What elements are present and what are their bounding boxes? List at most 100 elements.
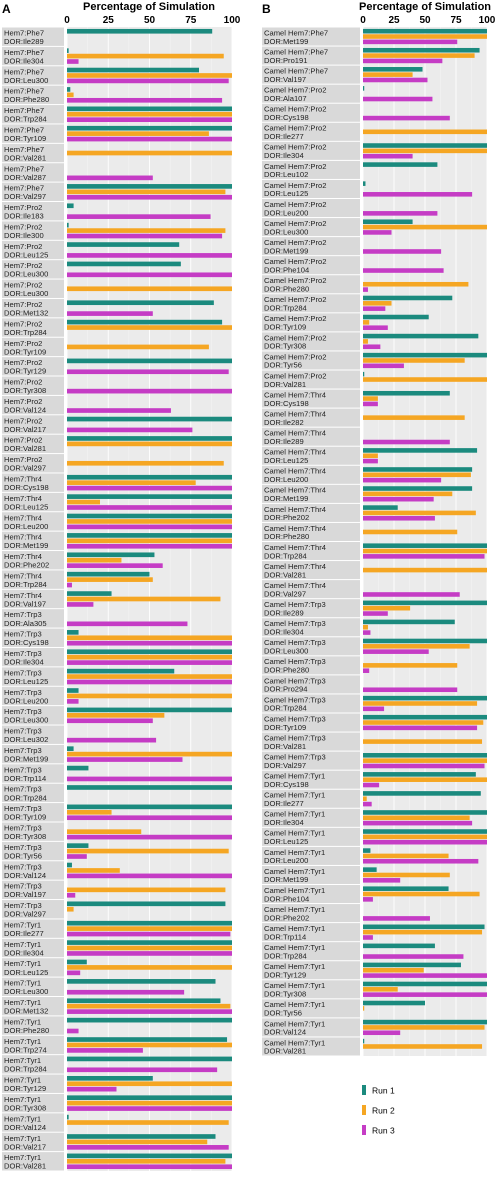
- bar-run-2: [67, 965, 232, 970]
- row-label-receptor: DOR:Tyr56: [264, 1009, 302, 1018]
- bar-run-3: [67, 427, 193, 433]
- row-label-receptor: DOR:Leu300: [4, 289, 48, 298]
- row-label-receptor: DOR:Ile289: [264, 608, 304, 617]
- row-label-strip: [2, 1016, 64, 1035]
- row-label-strip: [262, 885, 360, 904]
- row-label-strip: [2, 318, 64, 337]
- row-label-strip: [2, 279, 64, 298]
- row-label-strip: [2, 764, 64, 783]
- row-label-strip: [2, 473, 64, 492]
- bar-run-3: [67, 776, 232, 782]
- bar-run-1: [363, 333, 479, 339]
- legend-label: Run 3: [372, 1126, 395, 1136]
- row-label-receptor: DOR:Leu300: [4, 76, 48, 85]
- bar-run-1: [363, 753, 487, 758]
- row-label-ligand: Hem7:Pro2: [4, 436, 42, 445]
- row-label-ligand: Camel Hem7:Pro2: [264, 143, 326, 152]
- bar-run-3: [67, 524, 232, 530]
- row-label-receptor: DOR:Ile183: [4, 212, 44, 221]
- bar-run-1: [67, 979, 216, 984]
- bar-run-2: [67, 926, 232, 931]
- row-label-strip: [262, 141, 360, 160]
- row-label-strip: [262, 1018, 360, 1037]
- row-label-receptor: DOR:Leu300: [4, 987, 48, 996]
- row-label-ligand: Hem7:Tyr1: [4, 959, 41, 968]
- bar-run-3: [67, 214, 211, 219]
- row-label-receptor: DOR:Tyr109: [4, 813, 46, 822]
- row-label-strip: [2, 783, 64, 803]
- row-label-receptor: DOR:Val281: [264, 570, 306, 579]
- row-label-strip: [262, 751, 360, 770]
- bar-run-1: [67, 630, 79, 635]
- panel-letter: A: [2, 2, 11, 16]
- bar-run-3: [67, 175, 153, 181]
- row-label-ligand: Camel Hem7:Trp3: [264, 752, 326, 761]
- bar-run-2: [67, 906, 74, 912]
- row-label-strip: [2, 744, 64, 764]
- row-label-receptor: DOR:Trp284: [264, 551, 307, 560]
- bar-run-2: [363, 987, 398, 992]
- row-label-strip: [2, 395, 64, 415]
- row-label-strip: [2, 221, 64, 240]
- bar-run-2: [67, 519, 232, 524]
- bar-run-2: [363, 720, 484, 725]
- row-label-strip: [2, 609, 64, 628]
- bar-run-2: [363, 472, 471, 478]
- row-label-strip: [2, 202, 64, 221]
- panel-letter: B: [262, 2, 271, 16]
- bar-run-2: [363, 739, 483, 744]
- row-label-ligand: Hem7:Tyr1: [4, 979, 41, 988]
- row-label-strip: [2, 85, 64, 105]
- bar-run-3: [363, 249, 442, 254]
- row-label-receptor: DOR:Trp274: [4, 1045, 47, 1054]
- row-label-strip: [2, 531, 64, 551]
- row-label-strip: [262, 999, 360, 1018]
- row-label-strip: [2, 163, 64, 182]
- row-label-ligand: Hem7:Pro2: [4, 358, 42, 367]
- bar-run-1: [363, 295, 453, 301]
- row-label-receptor: DOR:Phe280: [264, 666, 309, 675]
- row-label-ligand: Hem7:Trp3: [4, 610, 42, 619]
- bar-run-1: [67, 746, 74, 752]
- row-label-ligand: Camel Hem7:Thr4: [264, 467, 326, 476]
- row-label-receptor: DOR:Val281: [264, 742, 306, 751]
- row-label-strip: [262, 237, 360, 256]
- row-label-strip: [262, 27, 360, 46]
- bar-run-1: [67, 998, 221, 1004]
- row-label-receptor: DOR:Trp284: [264, 304, 307, 313]
- row-label-ligand: Camel Hem7:Tyr1: [264, 962, 325, 971]
- bar-run-3: [67, 194, 232, 200]
- row-label-strip: [262, 294, 360, 313]
- row-label-ligand: Camel Hem7:Pro2: [264, 295, 326, 304]
- x-axis-title: Percentage of Simulation: [83, 1, 215, 13]
- row-label-strip: [262, 980, 360, 999]
- row-label-receptor: DOR:Cys198: [4, 483, 49, 492]
- row-label-ligand: Camel Hem7:Pro2: [264, 257, 326, 266]
- bar-run-1: [67, 862, 72, 868]
- row-label-ligand: Camel Hem7:Pro2: [264, 105, 326, 114]
- row-label-strip: [2, 66, 64, 85]
- row-label-strip: [262, 160, 360, 179]
- bar-run-3: [67, 834, 232, 840]
- row-label-ligand: Camel Hem7:Pro2: [264, 352, 326, 361]
- row-label-receptor: DOR:Pro294: [264, 685, 307, 694]
- row-label-strip: [262, 789, 360, 808]
- row-label-strip: [262, 904, 360, 923]
- row-label-strip: [2, 143, 64, 163]
- bar-run-1: [67, 358, 232, 364]
- bar-run-3: [363, 668, 370, 673]
